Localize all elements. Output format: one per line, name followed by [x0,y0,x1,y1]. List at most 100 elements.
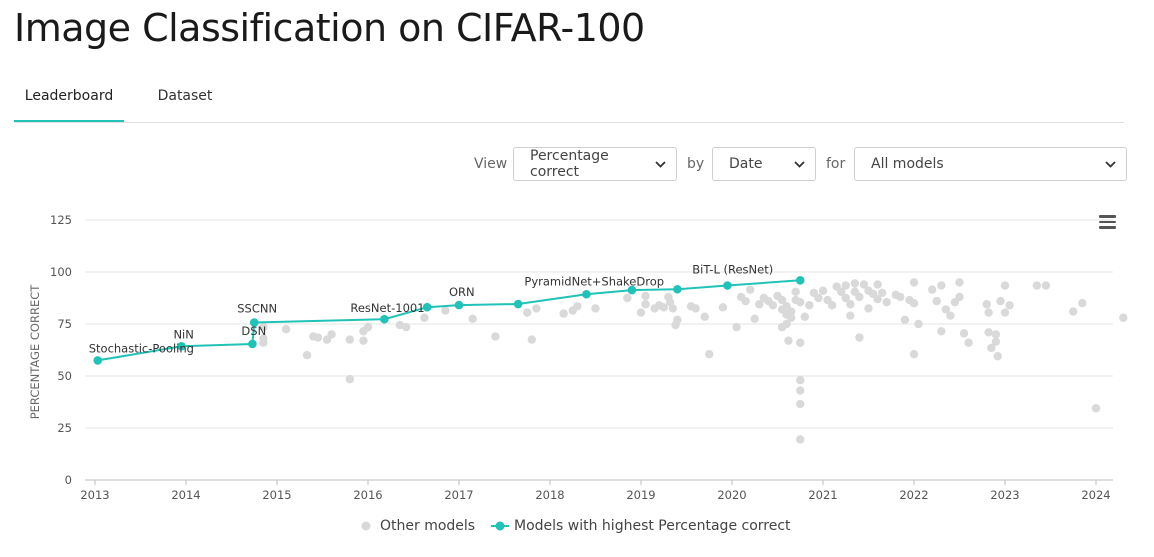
other-model-point[interactable] [773,291,782,301]
other-model-point[interactable] [705,349,714,359]
other-model-point[interactable] [900,315,910,325]
other-model-point[interactable] [928,285,937,294]
other-model-point[interactable] [837,287,846,296]
other-model-point[interactable] [671,320,680,330]
other-model-point[interactable] [950,297,960,307]
other-model-point[interactable] [932,296,941,306]
other-model-point[interactable] [636,308,646,317]
other-model-point[interactable] [796,435,805,444]
other-model-point[interactable] [796,386,805,395]
other-model-point[interactable] [777,305,787,314]
legend-item-other[interactable]: Other models [360,518,475,534]
by-select[interactable]: Date [712,147,816,181]
sota-point[interactable] [248,339,257,349]
other-model-point[interactable] [741,296,750,306]
tab-dataset[interactable]: Dataset [157,88,213,104]
other-model-point[interactable] [937,327,946,336]
sota-point[interactable] [627,285,637,295]
other-model-point[interactable] [818,286,828,295]
other-model-point[interactable] [668,304,678,313]
sota-point[interactable] [380,314,389,324]
other-model-point[interactable] [259,338,268,347]
other-model-point[interactable] [955,292,964,302]
other-model-point[interactable] [786,307,796,316]
other-model-point[interactable] [302,351,312,360]
other-model-point[interactable] [796,399,805,409]
other-model-point[interactable] [322,335,332,344]
tab-leaderboard[interactable]: Leaderboard [14,82,124,122]
other-model-point[interactable] [1078,299,1087,308]
other-model-point[interactable] [650,304,659,313]
other-model-point[interactable] [823,295,832,305]
other-model-point[interactable] [359,336,368,345]
other-model-point[interactable] [896,292,905,302]
other-model-point[interactable] [784,336,793,345]
sota-point[interactable] [93,356,103,365]
other-model-point[interactable] [846,311,855,320]
other-model-point[interactable] [964,338,973,347]
other-model-point[interactable] [573,302,582,311]
other-model-point[interactable] [641,300,650,309]
other-model-point[interactable] [909,278,919,287]
other-model-point[interactable] [782,310,791,319]
other-model-point[interactable] [664,292,673,302]
other-model-point[interactable] [841,281,850,290]
other-model-point[interactable] [991,330,1001,339]
sota-point[interactable] [177,341,186,351]
sota-point[interactable] [249,318,259,327]
other-model-point[interactable] [395,320,405,330]
other-model-point[interactable] [732,322,741,332]
other-model-point[interactable] [791,287,800,296]
other-model-point[interactable] [984,328,993,337]
hamburger-menu-icon[interactable] [1099,215,1116,229]
other-model-point[interactable] [909,299,919,308]
other-model-point[interactable] [359,327,368,336]
other-model-point[interactable] [955,278,964,287]
view-select[interactable]: Percentage correct [513,147,677,181]
other-model-point[interactable] [782,302,791,311]
other-model-point[interactable] [855,333,864,342]
other-model-point[interactable] [782,319,791,329]
other-model-point[interactable] [655,301,664,310]
other-model-point[interactable] [996,296,1005,306]
other-model-point[interactable] [313,333,323,342]
other-model-point[interactable] [659,303,668,312]
other-model-point[interactable] [420,313,429,322]
other-model-point[interactable] [281,325,291,334]
other-model-point[interactable] [523,308,532,317]
for-select[interactable]: All models [854,147,1127,181]
other-model-point[interactable] [259,334,268,343]
other-model-point[interactable] [1091,404,1101,413]
other-model-point[interactable] [777,295,787,305]
other-model-point[interactable] [846,300,855,309]
other-model-point[interactable] [750,314,759,323]
other-model-point[interactable] [327,330,336,339]
other-model-point[interactable] [937,281,946,290]
other-model-point[interactable] [832,282,841,291]
other-model-point[interactable] [946,311,955,320]
sota-point[interactable] [582,289,591,299]
other-model-point[interactable] [814,293,823,303]
other-model-point[interactable] [1005,301,1014,310]
other-model-point[interactable] [755,300,764,309]
other-model-point[interactable] [309,332,318,341]
other-model-point[interactable] [827,301,837,310]
other-model-point[interactable] [568,306,577,315]
other-model-point[interactable] [1041,281,1051,290]
other-model-point[interactable] [796,375,805,385]
other-model-point[interactable] [993,352,1002,361]
other-model-point[interactable] [345,335,354,344]
other-model-point[interactable] [1032,281,1042,290]
other-model-point[interactable] [855,292,864,302]
other-model-point[interactable] [559,309,568,318]
other-model-point[interactable] [982,300,991,309]
other-model-point[interactable] [882,297,891,307]
other-model-point[interactable] [441,306,450,315]
other-model-point[interactable] [527,335,536,344]
other-model-point[interactable] [864,304,873,313]
other-model-point[interactable] [491,332,500,341]
other-model-point[interactable] [691,304,700,313]
other-model-point[interactable] [764,296,773,306]
other-model-point[interactable] [800,312,809,321]
other-model-point[interactable] [809,288,819,297]
